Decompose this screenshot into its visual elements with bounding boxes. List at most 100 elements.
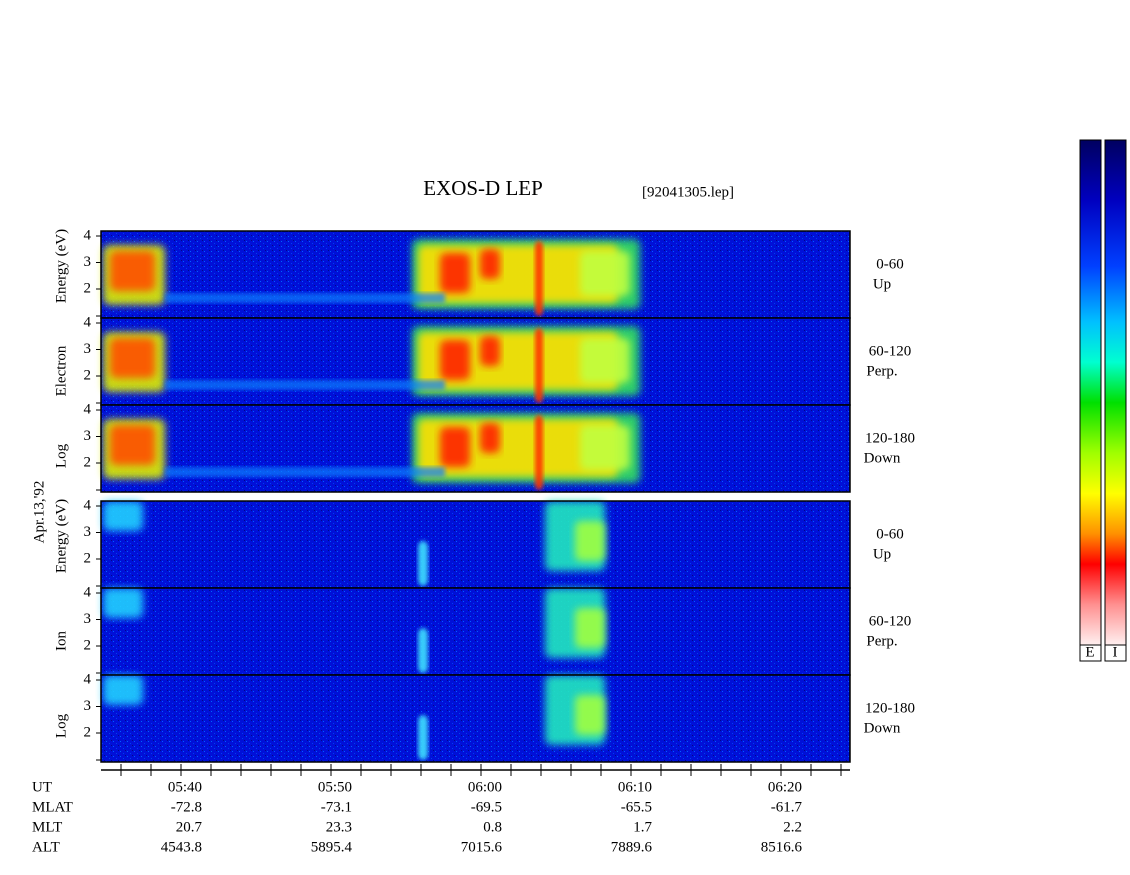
y-tick-label: 3 <box>84 428 92 444</box>
spectrogram-feature <box>110 338 155 378</box>
spectrogram-feature <box>440 427 470 467</box>
spectrogram-feature <box>535 415 543 490</box>
colorbar: E I <box>1079 139 1127 662</box>
panel-frame <box>100 404 851 493</box>
spectrogram <box>100 674 851 763</box>
y-axis-label: Energy (eV) <box>53 499 69 573</box>
y-axis-label: Log <box>53 443 69 468</box>
colorbar-label: E <box>1085 644 1094 660</box>
time-axis-value: -73.1 <box>321 799 352 815</box>
y-tick-label: 4 <box>84 584 92 600</box>
row-label: MLT <box>32 819 62 835</box>
row-label: ALT <box>32 839 60 855</box>
spectrogram-feature <box>580 425 630 470</box>
time-axis-value: 0.8 <box>483 819 502 835</box>
y-tick-label: 4 <box>84 671 92 687</box>
y-axis-label: Log <box>53 713 69 738</box>
spectrogram-feature <box>535 241 543 316</box>
panel-direction: Perp. <box>866 633 897 649</box>
y-tick-label: 2 <box>84 637 92 653</box>
file-name: [92041305.lep] <box>642 184 734 200</box>
panel-direction: Down <box>864 720 901 736</box>
panel-range: 120-180 <box>865 700 915 716</box>
y-tick-label: 2 <box>84 280 92 296</box>
spectrogram-feature <box>440 253 470 293</box>
spectrogram-feature <box>165 293 445 303</box>
y-tick-label: 2 <box>84 367 92 383</box>
spectrogram <box>100 500 851 589</box>
spectrogram-feature <box>580 338 630 383</box>
spectrogram-feature <box>165 467 445 477</box>
spectrogram <box>100 587 851 676</box>
time-axis-value: 5895.4 <box>311 839 353 855</box>
panel-direction: Up <box>873 276 891 292</box>
spectrogram-feature <box>418 541 428 586</box>
spectrogram-feature <box>165 380 445 390</box>
time-axis-value: -72.8 <box>171 799 202 815</box>
panel-direction: Perp. <box>866 363 897 379</box>
time-axis-value: 06:20 <box>768 779 802 795</box>
panel-range: 60-120 <box>869 613 912 629</box>
time-axis-value: -65.5 <box>621 799 652 815</box>
time-axis-value: 4543.8 <box>161 839 202 855</box>
spectrogram-feature <box>440 340 470 380</box>
panel-frame <box>100 674 851 763</box>
y-tick-label: 4 <box>84 227 92 243</box>
spectrogram-feature <box>418 628 428 673</box>
time-axis-value: 20.7 <box>176 819 203 835</box>
spectrogram-feature <box>480 249 500 279</box>
time-axis-value: 7889.6 <box>611 839 653 855</box>
spectrogram-feature <box>575 521 605 561</box>
time-axis-value: -69.5 <box>471 799 502 815</box>
panel-direction: Up <box>873 546 891 562</box>
panel-range: 60-120 <box>869 343 912 359</box>
y-axis-label: Ion <box>53 631 69 651</box>
time-axis-value: 1.7 <box>633 819 652 835</box>
panel-direction: Down <box>864 450 901 466</box>
time-axis-value: 05:40 <box>168 779 202 795</box>
spectrogram-feature <box>110 251 155 291</box>
y-tick-label: 2 <box>84 724 92 740</box>
time-axis-value: 8516.6 <box>761 839 803 855</box>
colorbar-label-box <box>1079 644 1102 662</box>
spectrogram-feature <box>103 675 143 705</box>
panel-range: 120-180 <box>865 430 915 446</box>
date: Apr.13,'92 <box>31 481 47 544</box>
row-label: UT <box>32 779 52 795</box>
y-tick-label: 4 <box>84 497 92 513</box>
colorbar-e <box>1079 139 1102 646</box>
y-tick-label: 3 <box>84 341 92 357</box>
spectrogram-feature <box>110 425 155 465</box>
colorbar-i <box>1104 139 1127 646</box>
y-tick-label: 3 <box>84 524 92 540</box>
y-tick-label: 2 <box>84 454 92 470</box>
y-tick-label: 3 <box>84 254 92 270</box>
colorbar-label-box <box>1104 644 1127 662</box>
time-axis-value: 05:50 <box>318 779 352 795</box>
spectrogram-feature <box>103 588 143 618</box>
spectrogram-feature <box>575 695 605 735</box>
y-tick-label: 2 <box>84 550 92 566</box>
time-axis-value: -61.7 <box>771 799 803 815</box>
colorbar-label: I <box>1113 644 1118 660</box>
spectrogram-feature <box>575 608 605 648</box>
y-tick-label: 4 <box>84 401 92 417</box>
spectrogram-feature <box>480 423 500 453</box>
time-axis-value: 2.2 <box>783 819 802 835</box>
spectrogram-feature <box>480 336 500 366</box>
row-label: MLAT <box>32 799 73 815</box>
title: EXOS-D LEP <box>423 176 543 200</box>
y-tick-label: 3 <box>84 698 92 714</box>
time-axis-value: 7015.6 <box>461 839 503 855</box>
time-axis-value: 06:00 <box>468 779 502 795</box>
time-axis: UT MLAT MLT ALT 05:40 -72.8 20.7 4543.8 05:50 -73… <box>32 764 850 855</box>
panel-range: 0-60 <box>876 526 904 542</box>
time-axis-value: 23.3 <box>326 819 352 835</box>
y-tick-label: 4 <box>84 314 92 330</box>
panel-range: 0-60 <box>876 256 904 272</box>
spectrogram-feature <box>103 501 143 531</box>
y-axis-label: Electron <box>53 345 69 396</box>
spectrogram-feature <box>580 251 630 296</box>
panels: 4 3 2 0-60 Up 4 3 2 60-120 Perp. 4 3 2 120-180 Down Log… <box>53 227 915 763</box>
